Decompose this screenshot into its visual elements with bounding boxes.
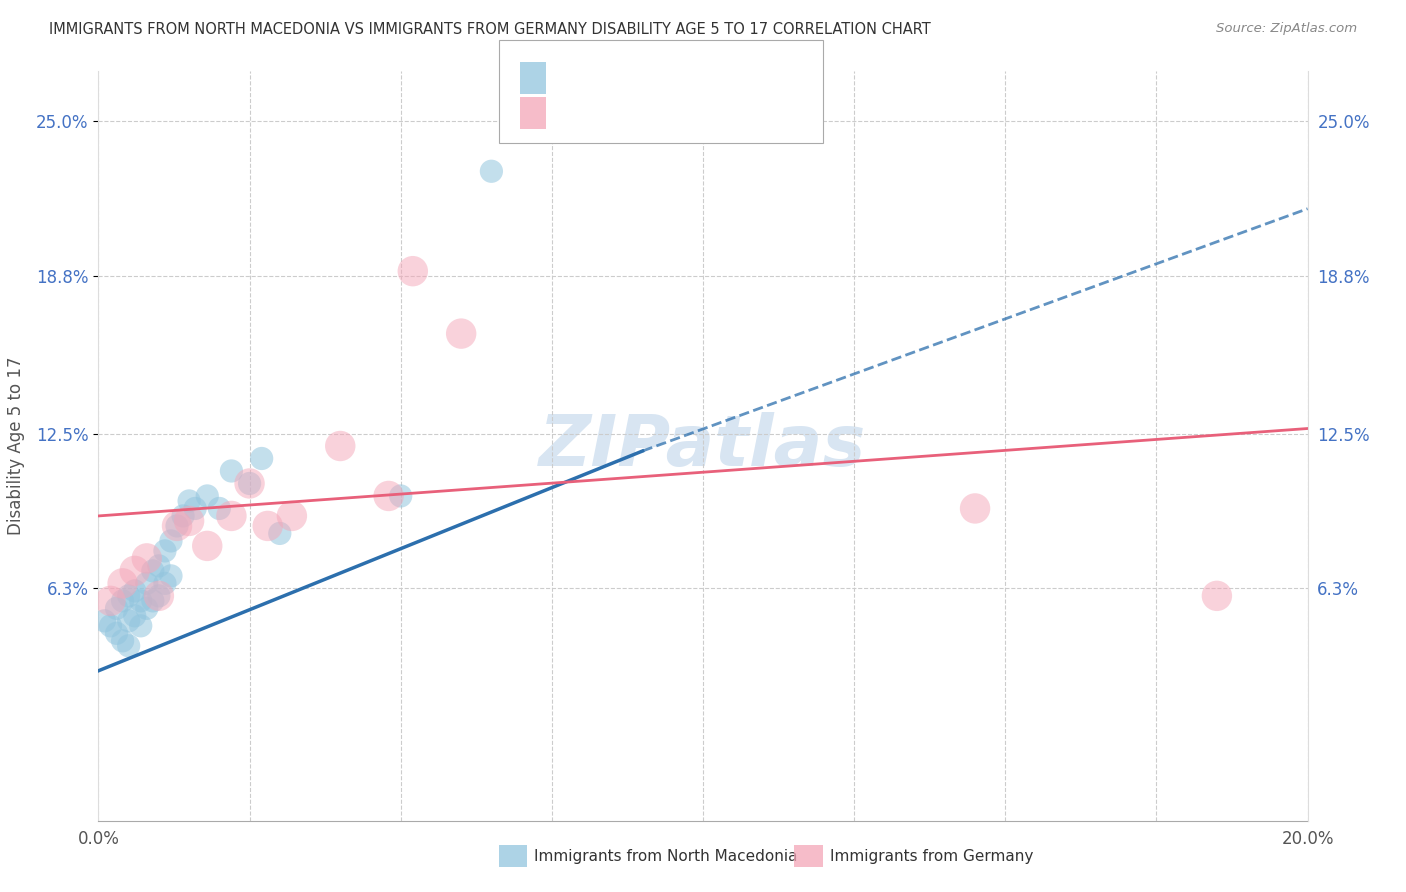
Point <box>195 489 218 503</box>
Point <box>118 639 141 653</box>
Point <box>124 564 146 578</box>
Point <box>160 533 183 548</box>
Point <box>329 439 352 453</box>
Point <box>179 514 201 528</box>
Point <box>111 576 134 591</box>
Point <box>221 464 243 478</box>
Point <box>221 508 243 523</box>
Text: Immigrants from North Macedonia: Immigrants from North Macedonia <box>534 849 797 863</box>
Text: 35: 35 <box>709 69 731 87</box>
Point <box>965 501 987 516</box>
Point <box>142 564 165 578</box>
Text: 0.269: 0.269 <box>593 69 645 87</box>
Point <box>135 576 157 591</box>
Text: ZIPatlas: ZIPatlas <box>540 411 866 481</box>
Point <box>208 501 231 516</box>
Point <box>124 608 146 623</box>
Point <box>129 619 152 633</box>
Point <box>166 519 188 533</box>
Point <box>93 614 115 628</box>
Point <box>389 489 412 503</box>
Point <box>100 594 122 608</box>
Text: 0.134: 0.134 <box>593 104 645 122</box>
Point <box>105 601 128 615</box>
Y-axis label: Disability Age 5 to 17: Disability Age 5 to 17 <box>7 357 25 535</box>
Text: 18: 18 <box>709 104 731 122</box>
Point <box>250 451 273 466</box>
Point <box>118 589 141 603</box>
Point <box>153 544 176 558</box>
Point <box>256 519 278 533</box>
Text: N =: N = <box>665 69 717 87</box>
Text: IMMIGRANTS FROM NORTH MACEDONIA VS IMMIGRANTS FROM GERMANY DISABILITY AGE 5 TO 1: IMMIGRANTS FROM NORTH MACEDONIA VS IMMIG… <box>49 22 931 37</box>
Point <box>239 476 262 491</box>
Text: R =: R = <box>557 104 596 122</box>
Point <box>135 551 157 566</box>
Text: Source: ZipAtlas.com: Source: ZipAtlas.com <box>1216 22 1357 36</box>
Point <box>129 594 152 608</box>
Point <box>148 558 170 573</box>
Point <box>135 601 157 615</box>
Point <box>111 633 134 648</box>
Point <box>269 526 291 541</box>
Point <box>195 539 218 553</box>
Point <box>148 589 170 603</box>
Point <box>281 508 304 523</box>
Point <box>172 508 194 523</box>
Text: N =: N = <box>665 104 717 122</box>
Point <box>111 594 134 608</box>
Point <box>100 619 122 633</box>
Point <box>184 501 207 516</box>
Point <box>124 583 146 598</box>
Point <box>118 614 141 628</box>
Point <box>160 569 183 583</box>
Text: Immigrants from Germany: Immigrants from Germany <box>830 849 1033 863</box>
Point <box>166 519 188 533</box>
Point <box>450 326 472 341</box>
Text: R =: R = <box>557 69 596 87</box>
Point <box>142 594 165 608</box>
Point <box>148 589 170 603</box>
Point <box>179 494 201 508</box>
Point <box>105 626 128 640</box>
Point <box>1206 589 1229 603</box>
Point <box>239 476 262 491</box>
Point <box>402 264 425 278</box>
Point <box>481 164 503 178</box>
Point <box>153 576 176 591</box>
Point <box>377 489 399 503</box>
